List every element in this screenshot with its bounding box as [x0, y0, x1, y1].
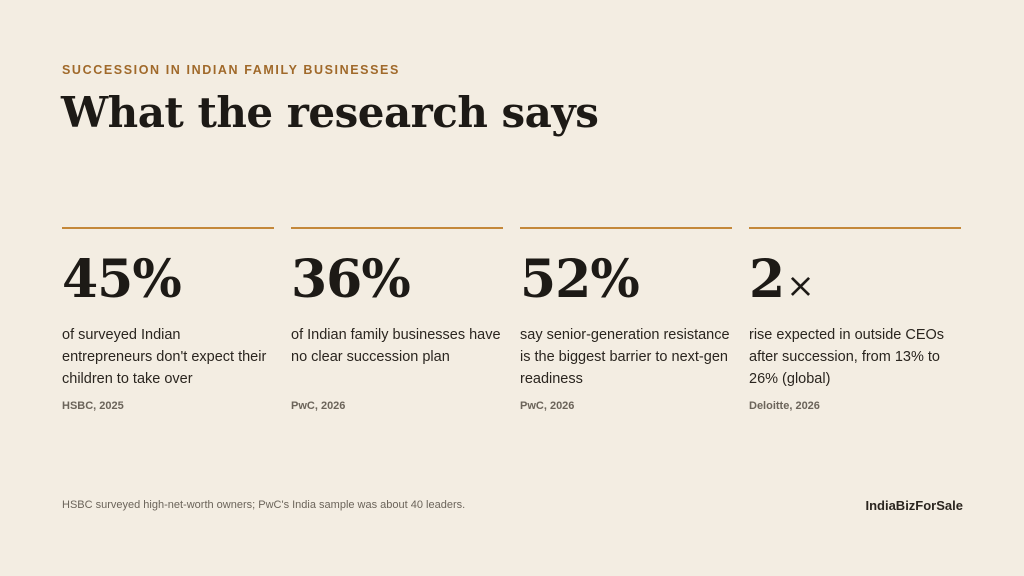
- stat-divider: [520, 227, 732, 229]
- stats-row: 45% of surveyed Indian entrepreneurs don…: [62, 227, 963, 412]
- stat-description: of Indian family businesses have no clea…: [291, 327, 501, 365]
- stat-value-number: 2: [749, 249, 785, 310]
- stat-value: 36%: [291, 249, 411, 310]
- stat-divider: [749, 227, 961, 229]
- stat-value: 2×: [749, 249, 961, 311]
- stat-value: 45%: [62, 249, 182, 310]
- stat-source: HSBC, 2025: [62, 400, 124, 412]
- section-eyebrow: SUCCESSION IN INDIAN FAMILY BUSINESSES: [62, 63, 400, 77]
- stat-divider: [62, 227, 274, 229]
- stat-value-multiplier: ×: [786, 266, 815, 306]
- stat-description: rise expected in outside CEOs after succ…: [749, 327, 945, 387]
- stat-description: say senior-generation resistance is the …: [520, 327, 730, 387]
- footnote: HSBC surveyed high-net-worth owners; PwC…: [62, 499, 466, 511]
- stat-value: 52%: [520, 249, 640, 310]
- stat-card: 36% of Indian family businesses have no …: [291, 227, 503, 412]
- stat-card: 45% of surveyed Indian entrepreneurs don…: [62, 227, 274, 412]
- stat-card: 2× rise expected in outside CEOs after s…: [749, 227, 961, 412]
- stat-description: of surveyed Indian entrepreneurs don't e…: [62, 327, 267, 387]
- brand-name: IndiaBizForSale: [865, 498, 963, 513]
- stat-divider: [291, 227, 503, 229]
- stat-source: PwC, 2026: [520, 400, 575, 412]
- page-title: What the research says: [61, 88, 599, 137]
- stat-source: PwC, 2026: [291, 400, 346, 412]
- stat-card: 52% say senior-generation resistance is …: [520, 227, 732, 412]
- stat-source: Deloitte, 2026: [749, 400, 820, 412]
